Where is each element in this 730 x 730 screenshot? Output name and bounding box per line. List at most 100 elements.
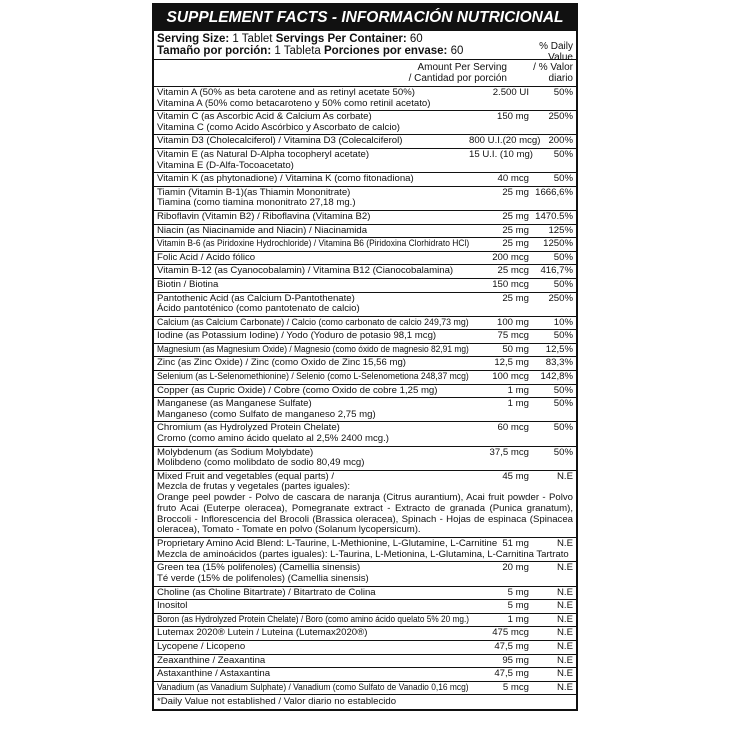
nutrient-daily-value: 50% (553, 398, 573, 410)
nutrient-name: Chromium (as Hydrolyzed Protein Chelate)… (157, 423, 469, 444)
nutrient-daily-value: 1666,6% (535, 186, 573, 198)
nutrient-row: Vanadium (as Vanadium Sulphate) / Vanadi… (154, 682, 576, 696)
nutrient-name-line: Riboflavin (Vitamin B2) / Riboflavina (V… (157, 211, 371, 222)
nutrient-name-line: Pantothenic Acid (as Calcium D-Pantothen… (157, 293, 355, 304)
nutrient-amount: 100 mg (497, 316, 529, 328)
nutrient-row: Vitamin E (as Natural D-Alpha tocopheryl… (154, 149, 576, 174)
nutrient-name: Choline (as Choline Bitartrate) / Bitart… (157, 588, 469, 599)
nutrient-name: Iodine (as Potassium Iodine) / Yodo (Yod… (157, 331, 469, 342)
column-headers: Amount Per Serving / Cantidad por porción… (154, 41, 576, 87)
nutrient-name-line: Zeaxanthine / Zeaxantina (157, 655, 266, 666)
nutrient-row: Pantothenic Acid (as Calcium D-Pantothen… (154, 293, 576, 317)
nutrient-row: Folic Acid / Ácido fólico 200 mcg 50% (154, 252, 576, 266)
nutrient-name-line: Té verde (15% de polifenoles) (Camellia … (157, 572, 369, 584)
nutrient-name-line: Tiamina (como tiamina mononitrato 27,18 … (157, 197, 356, 209)
nutrient-daily-value: N.E (557, 600, 573, 612)
nutrient-daily-value: N.E (557, 562, 573, 574)
nutrient-name-line: Mezcla de aminoácidos (partes iguales): … (157, 548, 569, 560)
nutrient-name: Proprietary Amino Acid Blend: L-Taurine,… (157, 538, 569, 560)
nutrient-name-line: Molybdenum (as Sodium Molybdate) (157, 447, 314, 458)
mixed-amount: 45 mg (502, 470, 529, 482)
nutrient-name: Green tea (15% polifenoles) (Camellia si… (157, 563, 469, 584)
nutrient-name-line: Ácido pantoténico (como pantotenato de c… (157, 303, 360, 315)
nutrient-name: Selenium (as L-Selenomethionine) / Selen… (157, 372, 469, 383)
nutrient-row: Choline (as Choline Bitartrate) / Bitart… (154, 587, 576, 601)
servings-per-container-label-es: Porciones por envase: (324, 45, 448, 57)
nutrient-name: Vitamin B-6 (as Piridoxine Hydrochloride… (157, 239, 469, 250)
nutrient-name-line: Astaxanthine / Astaxantina (157, 669, 271, 680)
nutrient-row: Biotin / Biotina 150 mcg 50% (154, 279, 576, 293)
nutrient-rows-2: Proprietary Amino Acid Blend: L-Taurine,… (154, 538, 576, 696)
nutrient-name-line: Green tea (15% polifenoles) (Camellia si… (157, 563, 361, 574)
nutrient-name-line: Vitamin A (50% as beta carotene and as r… (157, 88, 415, 98)
serving-size-label-es: Tamaño por porción: (157, 45, 272, 57)
nutrient-name: Tiamin (Vitamin B-1)(as Thiamin Mononitr… (157, 188, 469, 209)
nutrient-name: Biotin / Biotina (157, 280, 469, 291)
nutrient-name-line: Vitamin E (as Natural D-Alpha tocopheryl… (157, 149, 370, 160)
nutrient-daily-value: N.E (557, 668, 573, 680)
nutrient-amount: 5 mg (507, 586, 529, 598)
nutrient-row: Inositol 5 mg N.E (154, 600, 576, 614)
nutrient-name-line: Iodine (as Potassium Iodine) / Yodo (Yod… (157, 331, 437, 342)
amount-column-header: Amount Per Serving / Cantidad por porción (408, 62, 508, 84)
serving-line-es: Tamaño por porción: 1 Tableta Porciones … (157, 45, 573, 57)
nutrient-amount: 20 mg (502, 562, 529, 574)
nutrient-amount: 5 mcg (502, 681, 529, 693)
nutrient-name: Magnesium (as Magnesium Oxide) / Magnesi… (157, 345, 469, 356)
nutrient-amount: 25 mg (502, 186, 529, 198)
amount-header-es: / Cantidad por porción (408, 72, 507, 84)
nutrient-name-line: Biotin / Biotina (157, 279, 219, 290)
nutrient-daily-value: 250% (548, 292, 573, 304)
nutrient-row: Zinc (as Zinc Oxide) / Zinc (como Óxido … (154, 357, 576, 372)
nutrient-name-line: Folic Acid / Ácido fólico (157, 252, 256, 263)
nutrient-daily-value: 12,5% (545, 343, 573, 355)
nutrient-name-line: Vitamin B-6 (as Piridoxine Hydrochloride… (157, 239, 469, 250)
nutrient-row: Copper (as Cupric Oxide) / Cobre (como O… (154, 385, 576, 399)
nutrient-name: Molybdenum (as Sodium Molybdate) Molibden… (157, 448, 469, 469)
nutrient-name: Astaxanthine / Astaxantina (157, 669, 469, 680)
nutrient-row: Proprietary Amino Acid Blend: L-Taurine,… (154, 538, 576, 563)
nutrient-row: Vitamin B-12 (as Cyanocobalamin) / Vitam… (154, 265, 576, 279)
nutrient-name: Calcium (as Calcium Carbonate) / Calcio … (157, 318, 469, 329)
nutrient-name-line: Copper (as Cupric Oxide) / Cobre (como O… (157, 385, 438, 396)
nutrient-name-line: Proprietary Amino Acid Blend: L-Taurine,… (157, 538, 498, 550)
nutrient-daily-value: N.E (557, 586, 573, 598)
nutrient-row: Boron (as Hydrolyzed Protein Chelate) / … (154, 614, 576, 628)
nutrient-name-line: Choline (as Choline Bitartrate) / Bitart… (157, 587, 376, 598)
serving-size-value-es: 1 Tableta (271, 45, 325, 57)
nutrient-daily-value: N.E (557, 627, 573, 639)
nutrient-name-line: Vitamin B-12 (as Cyanocobalamin) / Vitam… (157, 266, 454, 277)
nutrient-name: Vitamin E (as Natural D-Alpha tocopheryl… (157, 150, 469, 171)
nutrient-amount: 95 mg (502, 654, 529, 666)
nutrient-amount: 25 mcg (497, 265, 529, 277)
nutrient-daily-value: 416,7% (540, 265, 573, 277)
nutrient-daily-value: 10% (553, 316, 573, 328)
dv-column-header: % Daily Value / % Valor diario (513, 41, 573, 84)
nutrient-name: Lycopene / Licopeno (157, 642, 469, 653)
nutrient-daily-value: 50% (553, 446, 573, 458)
nutrient-name: Vanadium (as Vanadium Sulphate) / Vanadi… (157, 683, 469, 694)
nutrient-amount: 1 mg (507, 613, 529, 625)
nutrient-row: Calcium (as Calcium Carbonate) / Calcio … (154, 317, 576, 331)
mixed-dv: N.E (557, 470, 573, 482)
nutrient-row: Vitamin A (50% as beta carotene and as r… (154, 87, 576, 112)
nutrient-name-line: Niacin (as Niacinamide and Niacin) / Nia… (157, 225, 368, 236)
nutrient-name: Vitamin D3 (Cholecalciferol) / Vitamina … (157, 136, 469, 147)
nutrient-amount: 47,5 mg (494, 640, 529, 652)
nutrient-name: Copper (as Cupric Oxide) / Cobre (como O… (157, 386, 469, 397)
nutrient-name: Lutemax 2020® Lutein / Luteina (Lutemax2… (157, 628, 469, 639)
nutrient-daily-value: 142,8% (540, 371, 573, 383)
nutrient-name-line: Manganeso (como Sulfato de manganeso 2,7… (157, 408, 376, 420)
nutrient-amount: 60 mcg (497, 422, 529, 434)
nutrient-daily-value: 50% (553, 251, 573, 263)
amount-header-en: Amount Per Serving (417, 62, 508, 73)
nutrient-name: Vitamin B-12 (as Cyanocobalamin) / Vitam… (157, 266, 469, 277)
nutrient-name: Inositol (157, 601, 469, 612)
nutrient-row: Astaxanthine / Astaxantina 47,5 mg N.E (154, 668, 576, 682)
nutrient-daily-value: 83,3% (545, 357, 573, 369)
nutrient-daily-value: N.E (557, 538, 573, 550)
nutrient-daily-value: N.E (557, 640, 573, 652)
nutrient-row: Zeaxanthine / Zeaxantina 95 mg N.E (154, 655, 576, 669)
supplement-facts-label: SUPPLEMENT FACTS - INFORMACIÓN NUTRICION… (152, 3, 578, 712)
nutrient-amount: 475 mcg (492, 627, 529, 639)
